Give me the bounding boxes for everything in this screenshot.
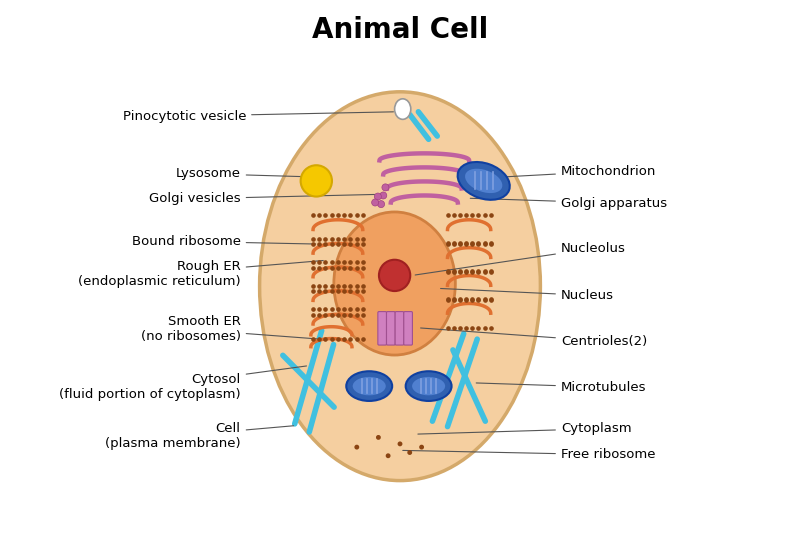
Text: Bound ribosome: Bound ribosome: [132, 235, 316, 248]
Ellipse shape: [398, 442, 402, 446]
Ellipse shape: [374, 193, 382, 200]
FancyBboxPatch shape: [404, 312, 413, 345]
Text: Golgi vesicles: Golgi vesicles: [149, 192, 374, 205]
Text: Pinocytotic vesicle: Pinocytotic vesicle: [122, 110, 394, 123]
Text: Cytoplasm: Cytoplasm: [418, 422, 631, 435]
Ellipse shape: [412, 377, 445, 395]
Text: Mitochondrion: Mitochondrion: [502, 165, 656, 178]
FancyBboxPatch shape: [378, 312, 386, 345]
Text: Rough ER
(endoplasmic reticulum): Rough ER (endoplasmic reticulum): [78, 260, 323, 288]
Text: Nucleolus: Nucleolus: [415, 242, 626, 275]
Text: Golgi apparatus: Golgi apparatus: [470, 197, 667, 210]
Ellipse shape: [407, 450, 412, 455]
Ellipse shape: [458, 162, 510, 200]
Text: Smooth ER
(no ribosomes): Smooth ER (no ribosomes): [141, 315, 318, 343]
Text: Lysosome: Lysosome: [176, 167, 318, 180]
Ellipse shape: [372, 199, 378, 206]
Ellipse shape: [406, 372, 451, 401]
Ellipse shape: [386, 454, 390, 458]
Ellipse shape: [382, 184, 389, 191]
FancyBboxPatch shape: [395, 312, 404, 345]
Ellipse shape: [334, 212, 455, 355]
Ellipse shape: [379, 260, 410, 291]
Text: Nucleus: Nucleus: [441, 288, 614, 302]
Text: Cytosol
(fluid portion of cytoplasm): Cytosol (fluid portion of cytoplasm): [59, 366, 306, 401]
Text: Microtubules: Microtubules: [476, 381, 646, 394]
Ellipse shape: [353, 377, 386, 395]
FancyBboxPatch shape: [386, 312, 395, 345]
Text: Cell
(plasma membrane): Cell (plasma membrane): [105, 422, 294, 450]
Ellipse shape: [354, 445, 359, 449]
Ellipse shape: [419, 445, 424, 449]
Ellipse shape: [394, 99, 411, 119]
Ellipse shape: [465, 168, 502, 193]
Ellipse shape: [376, 435, 381, 440]
Ellipse shape: [378, 201, 385, 207]
Ellipse shape: [301, 165, 332, 197]
Ellipse shape: [380, 192, 386, 199]
Text: Centrioles(2): Centrioles(2): [421, 328, 647, 348]
Text: Free ribosome: Free ribosome: [402, 448, 655, 461]
Ellipse shape: [259, 92, 541, 481]
Ellipse shape: [346, 372, 392, 401]
Text: Animal Cell: Animal Cell: [312, 16, 488, 44]
